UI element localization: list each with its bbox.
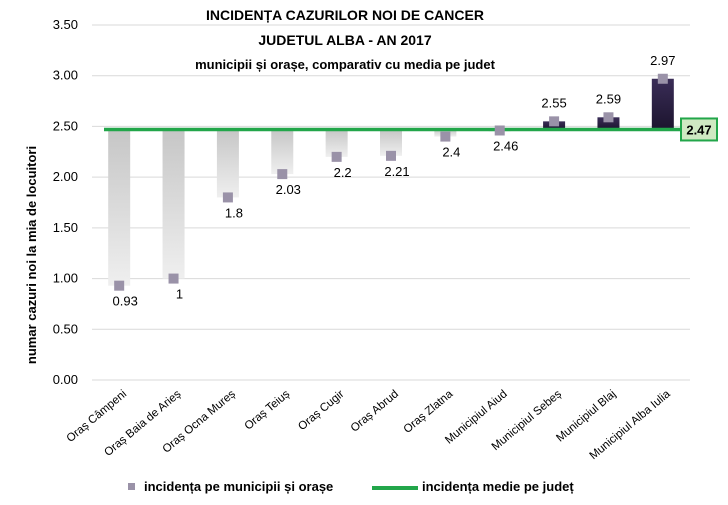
bar <box>325 129 348 157</box>
legend-label-average-line: incidența medie pe județ <box>422 479 574 494</box>
average-value-label: 2.47 <box>686 122 711 137</box>
legend: incidența pe municipii și orașe incidenț… <box>128 479 574 494</box>
data-label: 2.46 <box>493 138 518 153</box>
data-label: 2.2 <box>334 165 352 180</box>
x-tick-label: Oraș Cugir <box>296 388 346 433</box>
grid-lines <box>92 24 690 381</box>
y-axis-label: numar cazuri noi la mia de locuitori <box>24 146 39 364</box>
bar <box>271 129 294 175</box>
legend-marker-bars <box>128 483 135 490</box>
bar-marker <box>168 273 179 284</box>
data-label: 2.97 <box>650 53 675 68</box>
legend-label-bars: incidența pe municipii și orașe <box>144 479 333 494</box>
y-tick-label: 3.00 <box>53 68 78 83</box>
chart-title-line-1: INCIDENȚA CAZURILOR NOI DE CANCER <box>206 7 484 23</box>
bar-marker <box>494 125 505 136</box>
y-tick-label: 1.50 <box>53 220 78 235</box>
bar-marker <box>440 131 451 142</box>
data-label: 0.93 <box>113 294 138 309</box>
data-label: 1.8 <box>225 205 243 220</box>
bar-marker <box>603 112 614 123</box>
bar <box>162 129 185 279</box>
bar-marker <box>222 192 233 203</box>
x-tick-label: Oraș Teiuș <box>243 388 293 433</box>
bars <box>108 78 674 286</box>
chart-title-line-3: municipii și orașe, comparativ cu media … <box>195 57 495 72</box>
y-tick-label: 0.50 <box>53 321 78 336</box>
bar-marker <box>386 150 396 161</box>
bar <box>651 78 674 130</box>
data-label: 1 <box>176 287 183 302</box>
y-tick-label: 2.50 <box>53 118 78 133</box>
bar-marker <box>114 280 125 291</box>
bar <box>597 117 620 130</box>
y-tick-label: 3.50 <box>53 17 78 32</box>
bar <box>108 129 131 286</box>
bar-marker <box>331 151 342 162</box>
y-tick-label: 0.00 <box>53 372 78 387</box>
data-label: 2.03 <box>276 182 301 197</box>
chart-title-line-2: JUDETUL ALBA - AN 2017 <box>258 32 431 48</box>
bar-marker <box>549 116 560 127</box>
bar <box>216 129 239 198</box>
data-label: 2.55 <box>541 95 566 110</box>
average-value-box <box>680 117 718 142</box>
y-axis-ticks: 0.00 0.50 1.00 1.50 2.00 2.50 3.00 3.50 <box>53 17 78 387</box>
data-label: 2.21 <box>384 164 409 179</box>
data-labels: 0.93 1 1.8 2.03 2.2 2.21 2.4 2.46 2.55 2.59 2.97 <box>113 53 676 309</box>
average-line-group: 2.47 <box>104 117 718 142</box>
bar <box>380 129 402 156</box>
bar-marker <box>657 73 668 84</box>
data-label: 2.4 <box>442 145 460 160</box>
x-tick-label: Oraș Zlatna <box>402 388 456 436</box>
y-tick-label: 1.00 <box>53 271 78 286</box>
y-tick-label: 2.00 <box>53 169 78 184</box>
chart-title: INCIDENȚA CAZURILOR NOI DE CANCER JUDETU… <box>195 7 495 72</box>
data-label: 2.59 <box>596 91 621 106</box>
bar-markers <box>114 73 668 291</box>
bar-marker <box>277 169 288 180</box>
x-tick-label: Oraș Abrud <box>349 388 401 435</box>
legend-marker-average-line <box>372 486 418 490</box>
